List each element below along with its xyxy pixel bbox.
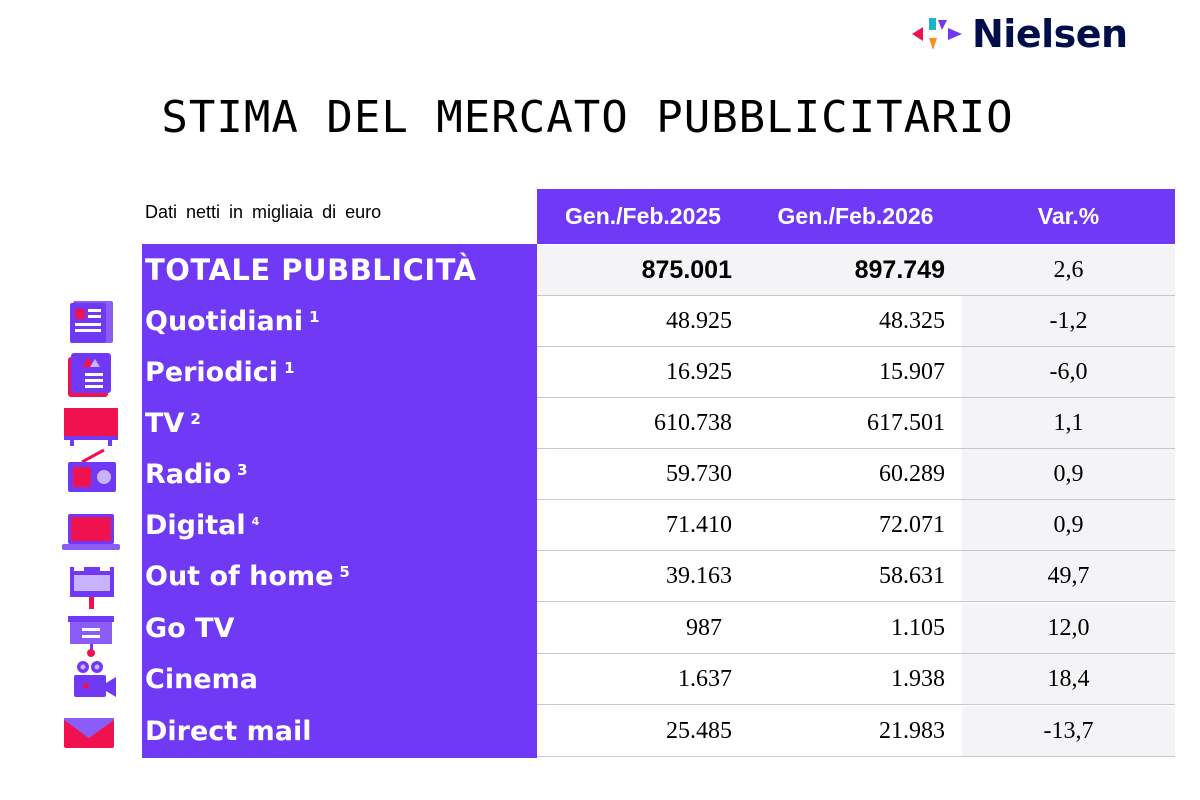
value-var: 1,1: [962, 398, 1175, 449]
units-note: Dati netti in migliaia di euro: [145, 202, 382, 222]
value-2025: 59.730: [666, 461, 732, 487]
value-var: 12,0: [962, 603, 1175, 654]
total-row-background: [537, 245, 962, 296]
row-label: Direct mail: [145, 706, 311, 757]
table-row-cinema: Cinema 1.637 1.938 18,4: [142, 654, 1175, 705]
value-var: -13,7: [962, 706, 1175, 757]
value-var: 2,6: [962, 245, 1175, 296]
value-2025: 25.485: [666, 718, 732, 744]
row-label-text: Radio: [145, 459, 232, 490]
value-var: -6,0: [962, 347, 1175, 398]
movie-camera-icon: [74, 661, 116, 697]
value-2025: 71.410: [666, 512, 732, 538]
value-2026: 897.749: [854, 256, 945, 284]
row-label: Out of home 5: [145, 551, 350, 602]
brand-name: Nielsen: [972, 12, 1128, 56]
magazine-icon: [68, 353, 111, 397]
header-var-percent: Var.%: [1037, 203, 1100, 229]
table-row-periodici: Periodici 1 16.925 15.907 -6,0: [142, 347, 1175, 398]
billboard-icon: [70, 567, 114, 609]
value-2026: 1.105: [891, 615, 945, 641]
row-label: Digital 4: [145, 500, 259, 551]
footnote-marker: 5: [339, 563, 350, 581]
row-label: Quotidiani 1: [145, 296, 320, 347]
value-2025: 987: [686, 615, 722, 641]
row-divider: [537, 550, 1175, 551]
header-gen-feb-2026: Gen./Feb.2026: [777, 203, 934, 229]
value-2025: 1.637: [678, 666, 732, 692]
row-label: Periodici 1: [145, 347, 295, 398]
value-2026: 72.071: [879, 512, 945, 538]
laptop-icon: [62, 514, 120, 550]
value-var: 0,9: [962, 449, 1175, 500]
value-var: -1,2: [962, 296, 1175, 347]
value-2025: 48.925: [666, 308, 732, 334]
table-label-column: [142, 244, 537, 758]
header-gen-feb-2025: Gen./Feb.2025: [565, 203, 721, 229]
tv-icon: [64, 408, 118, 446]
footnote-marker: 4: [251, 515, 260, 528]
value-2026: 48.325: [879, 308, 945, 334]
row-label-text: Digital: [145, 510, 246, 541]
row-label-text: Periodici: [145, 357, 279, 388]
row-label-text: Cinema: [145, 664, 258, 695]
value-2025: 610.738: [654, 410, 732, 436]
value-2026: 15.907: [879, 359, 945, 385]
table-row-tv: TV 2 610.738 617.501 1,1: [142, 398, 1175, 449]
value-2026: 60.289: [879, 461, 945, 487]
row-divider: [537, 295, 1175, 296]
value-2026: 617.501: [867, 410, 945, 436]
envelope-icon: [64, 718, 114, 748]
row-divider: [537, 756, 1175, 757]
nielsen-mark-icon: [912, 18, 962, 50]
radio-icon: [68, 448, 116, 492]
footnote-marker: 2: [190, 410, 201, 428]
footnote-marker: 1: [284, 359, 295, 377]
row-label: Radio 3: [145, 449, 248, 500]
table-row-go-tv: Go TV 987 1.105 12,0: [142, 603, 1175, 654]
value-2026: 1.938: [891, 666, 945, 692]
table-row-quotidiani: Quotidiani 1 48.925 48.325 -1,2: [142, 296, 1175, 347]
row-label: Go TV: [145, 603, 234, 654]
value-var: 0,9: [962, 500, 1175, 551]
value-2026: 21.983: [879, 718, 945, 744]
page-title: STIMA DEL MERCATO PUBBLICITARIO: [161, 92, 1014, 143]
value-var: 49,7: [962, 551, 1175, 602]
newspaper-icon: [70, 301, 113, 343]
table-row-digital: Digital 4 71.410 72.071 0,9: [142, 500, 1175, 551]
nielsen-logo: Nielsen: [910, 12, 1140, 56]
footnote-marker: 3: [237, 461, 248, 479]
value-2025: 16.925: [666, 359, 732, 385]
row-label-text: Go TV: [145, 613, 235, 644]
row-divider: [537, 499, 1175, 500]
row-divider: [537, 397, 1175, 398]
value-2025: 39.163: [666, 563, 732, 589]
row-label-text: Out of home: [145, 561, 334, 592]
footnote-marker: 1: [309, 308, 320, 326]
value-2026: 58.631: [879, 563, 945, 589]
row-divider: [537, 448, 1175, 449]
table-row-total: TOTALE PUBBLICITÀ 875.001 897.749 2,6: [142, 245, 1175, 296]
row-label: TOTALE PUBBLICITÀ: [145, 253, 477, 287]
row-label: TV 2: [145, 398, 201, 449]
table-header-band: [537, 189, 1175, 244]
screen-sign-icon: [68, 616, 114, 657]
row-divider: [537, 346, 1175, 347]
value-var: 18,4: [962, 654, 1175, 705]
row-divider: [537, 653, 1175, 654]
table-row-out-of-home: Out of home 5 39.163 58.631 49,7: [142, 551, 1175, 602]
row-label-text: Quotidiani: [145, 306, 304, 337]
table-row-direct-mail: Direct mail 25.485 21.983 -13,7: [142, 706, 1175, 757]
value-2025: 875.001: [641, 256, 732, 284]
row-divider: [537, 704, 1175, 705]
row-label-text: TV: [145, 408, 185, 439]
row-divider: [537, 601, 1175, 602]
row-label: Cinema: [145, 654, 258, 705]
row-label-text: Direct mail: [145, 716, 312, 747]
table-row-radio: Radio 3 59.730 60.289 0,9: [142, 449, 1175, 500]
